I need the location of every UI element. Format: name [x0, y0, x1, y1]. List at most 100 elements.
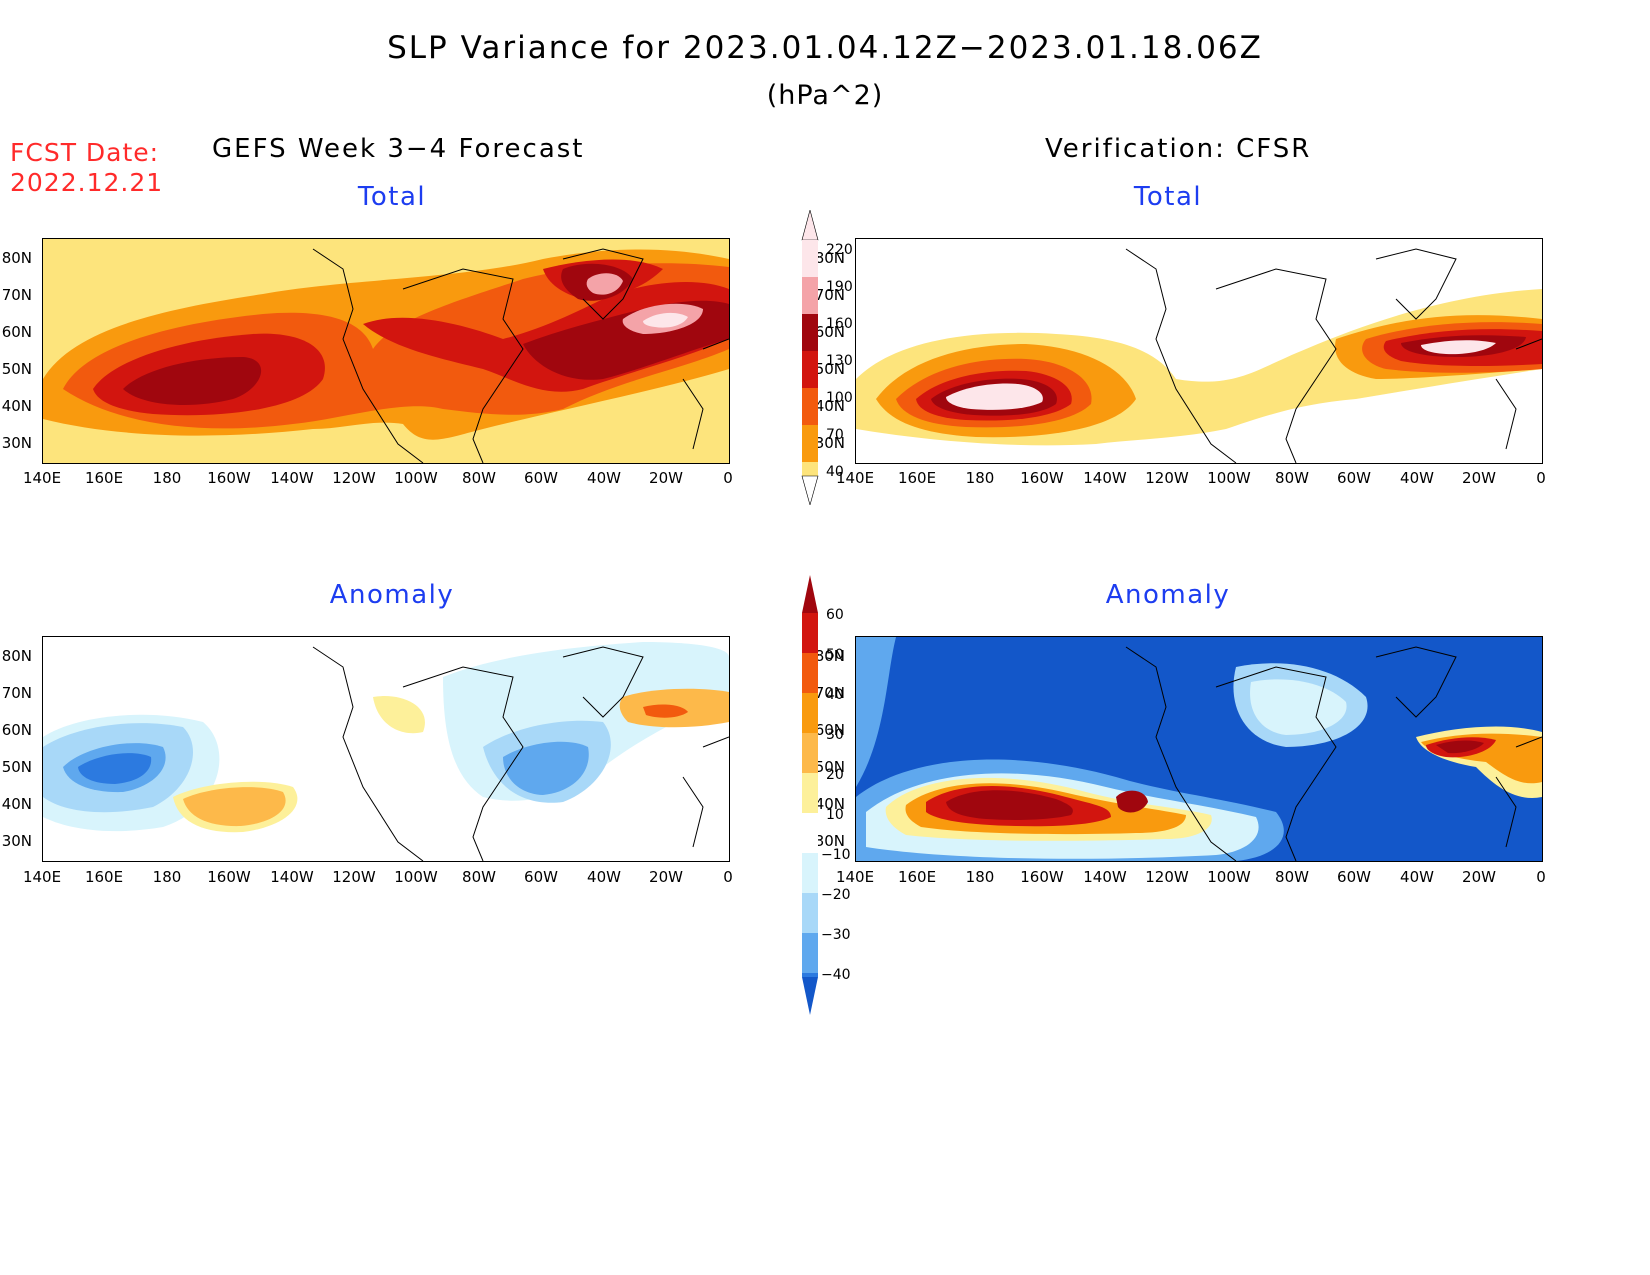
colorbar-swatch [802, 853, 818, 893]
colorbar-upper-arrow [801, 208, 819, 241]
colorbar-label: 70 [826, 427, 844, 443]
forecast-column-title: GEFS Week 3−4 Forecast [212, 134, 585, 164]
anomaly-colorbar [800, 575, 820, 1015]
lat-label: 50N [814, 360, 845, 378]
lon-label: 40W [1400, 469, 1434, 487]
colorbar-label: −10 [821, 847, 851, 863]
forecast-anomaly-title: Anomaly [329, 580, 455, 610]
lon-label: 140W [270, 868, 314, 886]
lon-label: 100W [394, 469, 438, 487]
lat-label: 50N [1, 360, 32, 378]
forecast-total-map [42, 238, 730, 464]
lon-label: 160E [897, 469, 937, 487]
colorbar-label: 60 [826, 607, 844, 623]
colorbar-label: 130 [826, 353, 853, 369]
lon-label: 160W [207, 469, 251, 487]
colorbar-label: 160 [826, 316, 853, 332]
lat-label: 80N [814, 647, 845, 665]
lon-label: 20W [649, 469, 683, 487]
lat-label: 80N [1, 249, 32, 267]
colorbar-swatch [802, 240, 818, 277]
lon-label: 140E [22, 868, 62, 886]
verification-anomaly-map [855, 636, 1543, 862]
lat-label: 50N [814, 758, 845, 776]
lon-label: 60W [1337, 469, 1371, 487]
lon-label: 20W [649, 868, 683, 886]
lat-label: 30N [814, 832, 845, 850]
lon-label: 100W [1207, 469, 1251, 487]
colorbar-label: 10 [826, 807, 844, 823]
forecast-anomaly-map [42, 636, 730, 862]
colorbar-swatch [802, 462, 818, 476]
verification-total-title: Total [1133, 182, 1203, 212]
colorbar-swatch [802, 277, 818, 314]
lon-label: 100W [1207, 868, 1251, 886]
lon-label: 40W [1400, 868, 1434, 886]
lon-label: 80W [1275, 868, 1309, 886]
verification-anomaly-title: Anomaly [1105, 580, 1231, 610]
colorbar-label: −20 [821, 887, 851, 903]
lon-label: 120W [1145, 868, 1189, 886]
lat-label: 30N [1, 832, 32, 850]
lat-label: 60N [814, 721, 845, 739]
figure-units: (hPa^2) [766, 80, 884, 111]
colorbar-label: 40 [826, 687, 844, 703]
lat-label: 40N [1, 397, 32, 415]
lon-label: 0 [1536, 469, 1546, 487]
lon-label: 0 [723, 868, 733, 886]
lon-label: 80W [462, 868, 496, 886]
colorbar-swatch [802, 933, 818, 973]
lon-label: 140W [1083, 469, 1127, 487]
forecast-date-value: 2022.12.21 [10, 168, 164, 197]
lat-label: 40N [1, 795, 32, 813]
lon-label: 60W [1337, 868, 1371, 886]
lat-label: 70N [1, 684, 32, 702]
colorbar-swatch [802, 351, 818, 388]
lat-label: 70N [814, 684, 845, 702]
lon-label: 140E [835, 469, 875, 487]
lon-label: 140W [1083, 868, 1127, 886]
colorbar-label: 220 [826, 242, 853, 258]
lon-label: 180 [152, 868, 182, 886]
lat-label: 80N [1, 647, 32, 665]
lon-label: 160E [897, 868, 937, 886]
lon-label: 100W [394, 868, 438, 886]
colorbar-label: 190 [826, 279, 853, 295]
lon-label: 40W [587, 469, 621, 487]
colorbar-swatch [802, 653, 818, 693]
lat-label: 40N [814, 795, 845, 813]
lon-label: 180 [152, 469, 182, 487]
total-colorbar [800, 208, 820, 507]
lat-label: 80N [814, 249, 845, 267]
lon-label: 180 [965, 469, 995, 487]
colorbar-swatch [802, 973, 818, 977]
forecast-date-label: FCST Date: [10, 138, 160, 167]
lon-label: 20W [1462, 469, 1496, 487]
colorbar-swatch [802, 613, 818, 653]
lon-label: 40W [587, 868, 621, 886]
lat-label: 30N [814, 434, 845, 452]
colorbar-swatch [802, 893, 818, 933]
forecast-date-block: FCST Date: 2022.12.21 [10, 138, 163, 198]
colorbar-label: −30 [821, 927, 851, 943]
lon-label: 160W [1020, 469, 1064, 487]
figure-title: SLP Variance for 2023.01.04.12Z−2023.01.… [387, 30, 1263, 66]
lon-label: 160E [84, 469, 124, 487]
lon-label: 120W [1145, 469, 1189, 487]
lon-label: 140E [835, 868, 875, 886]
lon-label: 120W [332, 868, 376, 886]
lat-label: 50N [1, 758, 32, 776]
lon-label: 140E [22, 469, 62, 487]
lon-label: 60W [524, 469, 558, 487]
forecast-total-title: Total [357, 182, 427, 212]
colorbar-label: −40 [821, 967, 851, 983]
lat-label: 60N [814, 323, 845, 341]
colorbar-swatch [802, 813, 818, 853]
lon-label: 120W [332, 469, 376, 487]
colorbar-label: 30 [826, 727, 844, 743]
lat-label: 70N [1, 286, 32, 304]
colorbar-lower-arrow [802, 977, 818, 1015]
lon-label: 180 [965, 868, 995, 886]
lat-label: 60N [1, 721, 32, 739]
colorbar-swatch [802, 425, 818, 462]
